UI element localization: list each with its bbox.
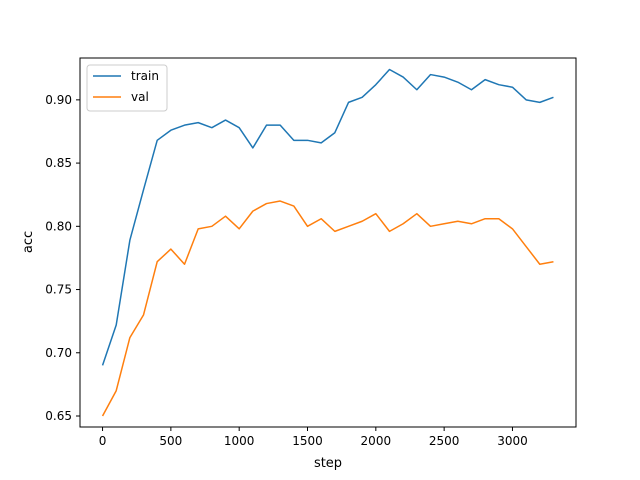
legend: train val [86, 64, 168, 112]
y-tick-label: 0.85 [45, 156, 72, 170]
x-axis-label: step [314, 456, 342, 471]
x-tick-label: 1500 [292, 434, 323, 448]
x-tick-label: 1000 [224, 434, 255, 448]
y-tick-label: 0.70 [45, 346, 72, 360]
x-axis: 0 500 1000 1500 2000 2500 3000 [99, 427, 528, 448]
x-tick-label: 2500 [429, 434, 460, 448]
series-line-train [101, 68, 554, 366]
legend-label-val: val [131, 90, 149, 104]
series-layer [101, 68, 554, 417]
y-tick-label: 0.75 [45, 283, 72, 297]
y-tick-label: 0.90 [45, 93, 72, 107]
y-tick-label: 0.65 [45, 409, 72, 423]
plot-frame [79, 57, 577, 428]
y-axis-label: acc [21, 231, 36, 253]
x-tick-label: 500 [159, 434, 182, 448]
x-tick-label: 3000 [497, 434, 528, 448]
legend-label-train: train [131, 69, 159, 83]
x-tick-label: 2000 [361, 434, 392, 448]
y-tick-label: 0.80 [45, 219, 72, 233]
series-line-val [101, 200, 554, 417]
y-axis: 0.65 0.70 0.75 0.80 0.85 0.90 [45, 93, 80, 423]
x-tick-label: 0 [99, 434, 107, 448]
